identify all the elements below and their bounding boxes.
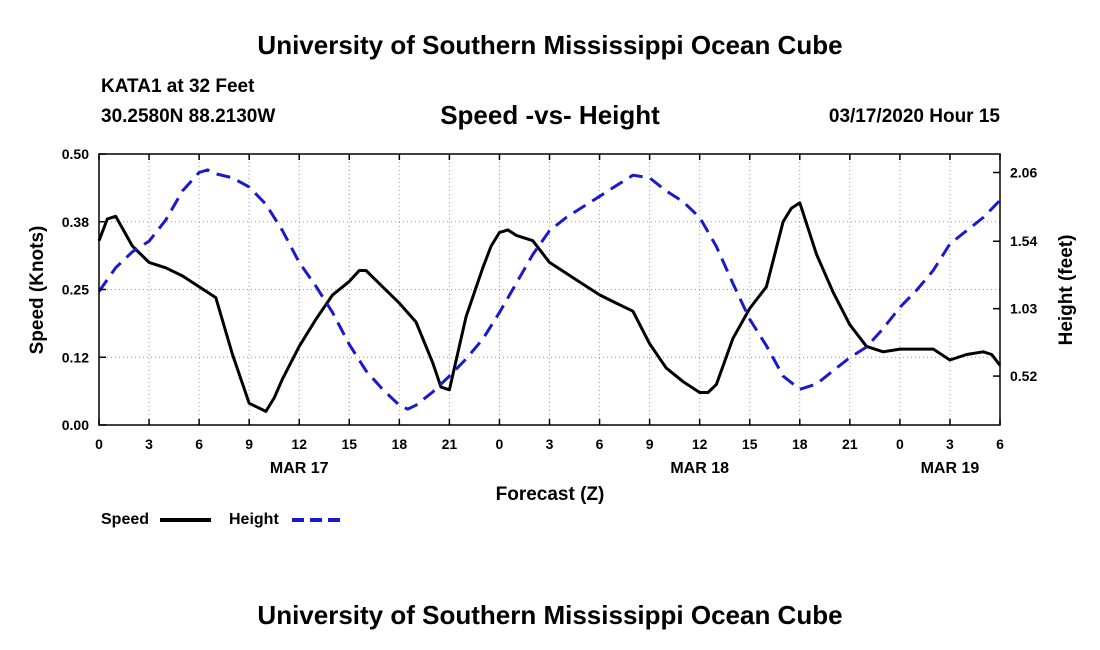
- x-tick-label: 18: [792, 436, 808, 452]
- y-tick-label: 0.50: [62, 146, 89, 162]
- y2-tick-label: 0.52: [1010, 368, 1037, 384]
- x-tick-label: 0: [896, 436, 904, 452]
- y2-axis-label: Height (feet): [1056, 235, 1077, 346]
- coordinates-label: 30.2580N 88.2130W: [101, 106, 276, 127]
- top-title: University of Southern Mississippi Ocean…: [257, 30, 843, 60]
- x-axis-label: Forecast (Z): [496, 484, 605, 505]
- y-tick-label: 0.38: [62, 214, 89, 230]
- x-tick-label: 6: [996, 436, 1004, 452]
- x-tick-label: 6: [195, 436, 203, 452]
- y2-tick-label: 2.06: [1010, 165, 1037, 181]
- station-label: KATA1 at 32 Feet: [101, 76, 255, 97]
- x-tick-label: 21: [442, 436, 458, 452]
- date-label: MAR 18: [670, 460, 729, 477]
- grid-layer: [99, 154, 1000, 425]
- x-tick-label: 0: [95, 436, 103, 452]
- y2-tick-label: 1.03: [1010, 301, 1037, 317]
- axis-layer: 0 3 6 9 12 15 18 21 0 3 6 9 12 15 18 21 0 3 6 MAR 17 MAR 18 M…: [62, 146, 1038, 477]
- bottom-title: University of Southern Mississippi Ocean…: [257, 600, 843, 630]
- series-layer: [97, 168, 1002, 413]
- y-tick-label: 0.00: [62, 417, 89, 433]
- date-label: MAR 17: [270, 460, 329, 477]
- y-tick-label: 0.25: [62, 282, 89, 298]
- datetime-label: 03/17/2020 Hour 15: [828, 106, 1000, 127]
- y2-tick-label: 1.54: [1010, 233, 1037, 249]
- date-label: MAR 19: [921, 460, 980, 477]
- x-tick-label: 3: [546, 436, 554, 452]
- x-tick-label: 9: [646, 436, 654, 452]
- x-tick-label: 21: [842, 436, 858, 452]
- x-tick-label: 9: [245, 436, 253, 452]
- x-tick-label: 3: [145, 436, 153, 452]
- x-tick-label: 12: [692, 436, 708, 452]
- x-tick-label: 6: [596, 436, 604, 452]
- y-axis-label: Speed (Knots): [27, 226, 48, 355]
- x-tick-label: 15: [742, 436, 758, 452]
- chart-title: Speed -vs- Height: [440, 100, 660, 130]
- series-line-speed: [97, 201, 1002, 413]
- series-line-height: [97, 168, 1002, 411]
- legend: Speed Height: [101, 511, 343, 528]
- x-tick-label: 0: [496, 436, 504, 452]
- legend-label-height: Height: [229, 511, 279, 528]
- y-tick-label: 0.12: [62, 349, 89, 365]
- x-tick-label: 18: [392, 436, 408, 452]
- x-tick-label: 15: [341, 436, 357, 452]
- x-tick-label: 3: [946, 436, 954, 452]
- legend-label-speed: Speed: [101, 511, 149, 528]
- x-tick-label: 12: [291, 436, 307, 452]
